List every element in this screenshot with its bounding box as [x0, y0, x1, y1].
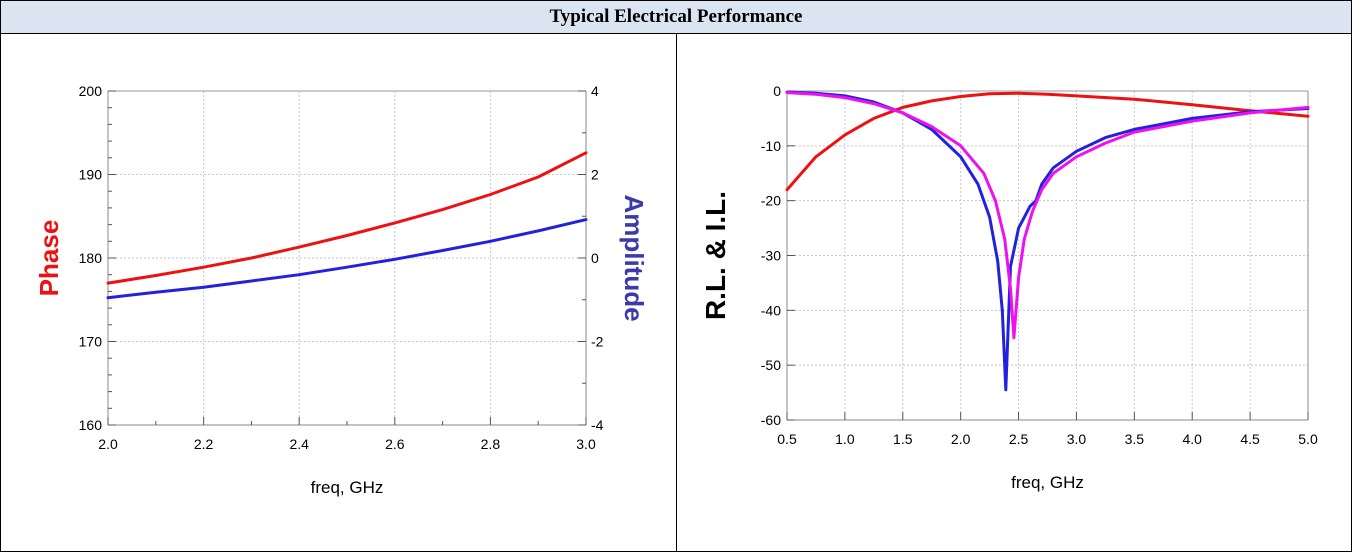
y-tick-label: -50 — [761, 357, 781, 373]
y-axis-label: Phase — [34, 220, 64, 297]
series-line-1 — [106, 151, 588, 285]
x-tick-label: 1.5 — [893, 431, 913, 447]
y-tick-label: 180 — [79, 250, 103, 266]
series-line-2 — [106, 218, 588, 300]
y2-tick-label: 0 — [591, 250, 599, 266]
series-line-1 — [785, 91, 1310, 192]
page-title: Typical Electrical Performance — [0, 0, 1352, 34]
phase-amplitude-chart: 2.0 2.2 2.4 2.6 2.8 3.0 160 170 180 190 200 -4 -2 0 2 4… — [34, 83, 649, 497]
x-axis-label: freq, GHz — [311, 478, 384, 497]
x-tick-label: 3.5 — [1125, 431, 1145, 447]
panel-divider — [676, 34, 677, 552]
y-tick-label: -10 — [761, 138, 781, 154]
x-tick-label: 5.0 — [1298, 431, 1318, 447]
x-axis-label: freq, GHz — [1011, 473, 1084, 492]
return-insertion-loss-chart: 0.5 1.0 1.5 2.0 2.5 3.0 3.5 4.0 4.5 5.0 -60 -50 -40 -… — [700, 83, 1318, 492]
y2-axis-label: Amplitude — [619, 194, 649, 321]
y-axis-label: R.L. & I.L. — [700, 191, 731, 320]
x-tick-label: 4.5 — [1240, 431, 1260, 447]
y-tick-label: 160 — [79, 417, 103, 433]
x-tick-label: 2.0 — [98, 436, 118, 452]
y2-tick-label: -2 — [591, 334, 604, 350]
x-tick-label: 4.0 — [1182, 431, 1202, 447]
x-tick-label: 2.6 — [385, 436, 405, 452]
x-tick-label: 0.5 — [777, 431, 797, 447]
x-tick-label: 1.0 — [835, 431, 855, 447]
y-tick-label: 0 — [773, 83, 781, 99]
series-line-2 — [785, 90, 1310, 392]
y-tick-label: -30 — [761, 248, 781, 264]
y-tick-label: -60 — [761, 412, 781, 428]
y-tick-label: 200 — [79, 83, 103, 99]
y-tick-label: -20 — [761, 193, 781, 209]
x-tick-label: 3.0 — [576, 436, 596, 452]
x-tick-label: 2.0 — [951, 431, 971, 447]
x-tick-label: 2.8 — [481, 436, 501, 452]
series-line-3 — [785, 91, 1310, 340]
y2-tick-label: 4 — [591, 83, 599, 99]
x-tick-label: 2.2 — [194, 436, 214, 452]
x-tick-label: 2.5 — [1009, 431, 1029, 447]
y-tick-label: 190 — [79, 167, 103, 183]
y2-tick-label: -4 — [591, 417, 604, 433]
y2-tick-label: 2 — [591, 167, 599, 183]
y-tick-label: 170 — [79, 334, 103, 350]
x-tick-label: 2.4 — [289, 436, 309, 452]
x-tick-label: 3.0 — [1067, 431, 1087, 447]
y-tick-label: -40 — [761, 302, 781, 318]
